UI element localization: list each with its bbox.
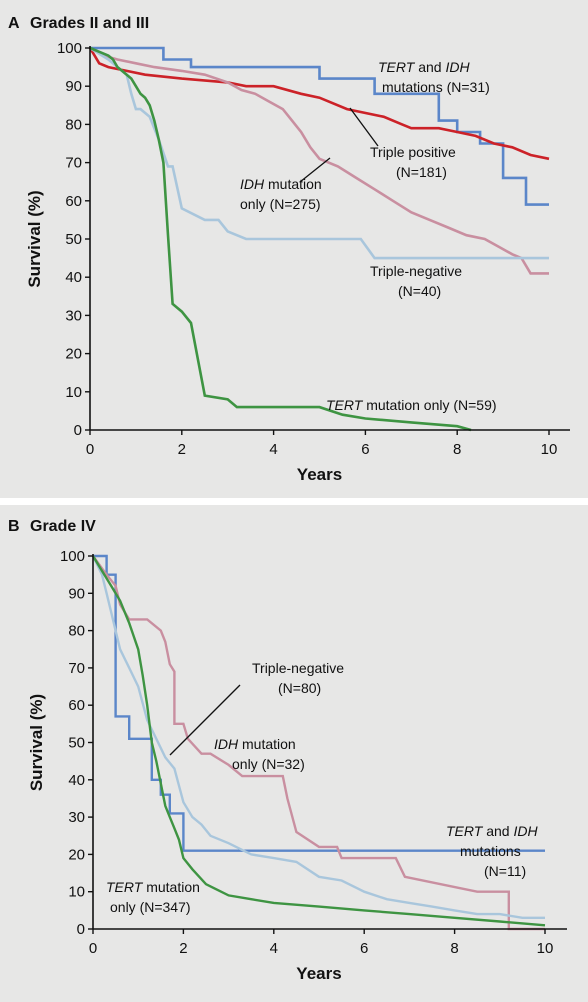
panel-a-series-3-line: [89, 46, 549, 260]
panel-a-x-tick-label: 0: [86, 441, 94, 458]
panel-a-y-tick-label: 80: [65, 116, 82, 133]
panel-b-series-label: (N=80): [278, 680, 321, 696]
panel-b-x-axis-label: Years: [296, 964, 341, 983]
panel-b-series-label: only (N=32): [232, 756, 305, 772]
panel-a-series-label: Triple positive: [370, 144, 456, 160]
panel-b: B Grade IV 0 2 4 6 8 10 0 10 20 30 40 50 60 70 80 90 100 Ye…: [0, 505, 588, 1002]
panel-b-x-tick-label: 8: [450, 940, 458, 957]
panel-b-y-tick-label: 90: [68, 585, 85, 602]
panel-a-letter: A: [8, 15, 20, 32]
panel-b-y-axis-label: Survival (%): [27, 694, 46, 791]
panel-b-y-tick-label: 50: [68, 735, 85, 752]
panel-b-series-label: Triple-negative: [252, 660, 344, 676]
panel-b-y-tick-label: 20: [68, 846, 85, 863]
panel-b-x-tick-label: 2: [179, 940, 187, 957]
panel-a-x-tick-label: 2: [178, 441, 186, 458]
panel-b-y-tick-label: 70: [68, 660, 85, 677]
panel-b-y-tick-label: 60: [68, 697, 85, 714]
panel-b-series-label: (N=11): [484, 863, 526, 879]
panel-b-series-label: only (N=347): [110, 899, 191, 915]
panel-a-y-tick-label: 0: [74, 422, 82, 439]
panel-a-y-tick-label: 60: [65, 193, 82, 210]
panel-b-series-label: IDH mutation: [214, 736, 296, 752]
panel-a-y-tick-label: 100: [57, 40, 82, 57]
panel-a-x-tick-label: 6: [361, 441, 369, 458]
panel-b-y-tick-label: 30: [68, 809, 85, 826]
panel-b-x-tick-label: 6: [360, 940, 368, 957]
panel-a-series-label: IDH mutation: [240, 176, 322, 192]
panel-a-leader-line: [349, 107, 379, 147]
panel-a-leader-line: [299, 157, 331, 183]
panel-a-x-tick-label: 8: [453, 441, 461, 458]
panel-b-x-tick-label: 10: [537, 940, 554, 957]
panel-a-series-0-line: [90, 46, 549, 206]
panel-b-y-tick-label: 10: [68, 884, 85, 901]
panel-a-series-label: (N=181): [396, 164, 447, 180]
panel-a-series-label: only (N=275): [240, 196, 321, 212]
panel-a-y-tick-label: 70: [65, 155, 82, 172]
panel-a-y-tick-label: 90: [65, 78, 82, 95]
panel-b-leader-line: [169, 684, 241, 756]
panel-a-x-tick-label: 10: [541, 441, 558, 458]
panel-b-series-2-line: [91, 555, 545, 919]
panel-a-series-label: Triple-negative: [370, 263, 462, 279]
panel-b-y-tick-label: 40: [68, 772, 85, 789]
panel-a-y-tick-label: 10: [65, 384, 82, 401]
panel-a-series-label: TERT and IDH: [378, 59, 470, 75]
panel-a: A Grades II and III 0 2 4 6 8 10 0 10 20 30 40 50 60 70…: [0, 0, 588, 498]
panel-b-series-label: TERT and IDH: [446, 823, 538, 839]
panel-a-y-tick-label: 20: [65, 346, 82, 363]
panel-a-title: Grades II and III: [30, 15, 149, 32]
panel-a-series-4-line: [89, 46, 472, 432]
panel-a-y-axis-label: Survival (%): [25, 190, 44, 287]
chart-b: B Grade IV0 2 4 6 8 100102030405060708090100Ye…: [8, 518, 567, 983]
panel-b-title: Grade IV: [30, 518, 96, 535]
panel-b-y-tick-label: 80: [68, 623, 85, 640]
panel-a-series-label: (N=40): [398, 283, 441, 299]
panel-b-letter: B: [8, 518, 20, 535]
panel-a-series-label: TERT mutation only (N=59): [326, 397, 497, 413]
panel-a-x-axis-label: Years: [297, 465, 342, 484]
panel-b-y-tick-label: 100: [60, 548, 85, 565]
panel-b-x-tick-label: 4: [270, 940, 278, 957]
panel-a-series-2-line: [89, 46, 549, 275]
panel-a-x-tick-label: 4: [269, 441, 277, 458]
panel-a-series-label: mutations (N=31): [382, 79, 490, 95]
panel-b-series-3-line: [91, 555, 546, 927]
panel-b-y-tick-label: 0: [77, 921, 85, 938]
panel-a-y-tick-label: 40: [65, 269, 82, 286]
panel-a-y-tick-label: 50: [65, 231, 82, 248]
panel-b-series-1-line: [92, 555, 545, 931]
panel-a-y-tick-label: 30: [65, 307, 82, 324]
panel-b-x-tick-label: 0: [89, 940, 97, 957]
panel-b-series-label: TERT mutation: [106, 879, 200, 895]
panel-b-series-0-line: [93, 554, 545, 852]
panel-b-series-label: mutations: [460, 843, 521, 859]
